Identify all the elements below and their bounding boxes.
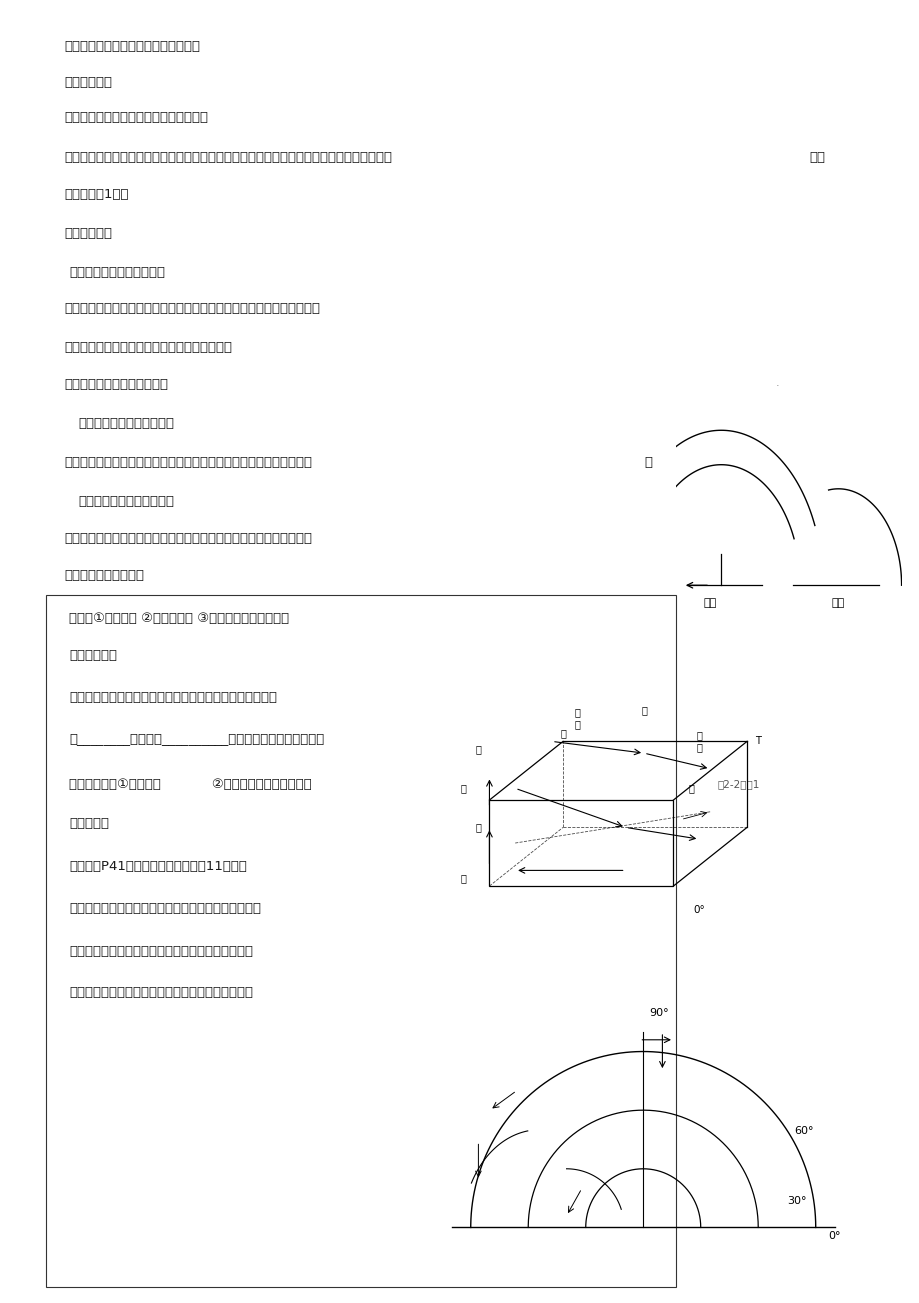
- Text: 赤道地区空气上升，两极地区空气卜沉，冷热不均产生了赤: 赤道地区空气上升，两极地区空气卜沉，冷热不均产生了赤: [69, 691, 277, 704]
- Text: 卜道: 卜道: [831, 598, 845, 609]
- Text: （一）预习检查、总结疑感: （一）预习检查、总结疑感: [69, 266, 165, 279]
- Text: １．学生的学习准备：预习本课时的内容: １．学生的学习准备：预习本课时的内容: [64, 111, 209, 124]
- Text: 南: 南: [560, 728, 565, 739]
- Text: １．看书明确大气环流的概念。大气环流是指地球上　、的大气运动。: １．看书明确大气环流的概念。大气环流是指地球上 、的大气运动。: [64, 532, 312, 545]
- Text: 挪威森林大面积遭受酸雨危害，却将英国告上法庭。你认为是否有道理: 挪威森林大面积遭受酸雨危害，却将英国告上法庭。你认为是否有道理: [64, 456, 312, 469]
- Text: 小结：副热带一气压带和副极地一气压带在地球自转的: 小结：副热带一气压带和副极地一气压带在地球自转的: [69, 902, 261, 915]
- Text: 六、课前准备: 六、课前准备: [64, 76, 112, 89]
- Text: 0°: 0°: [693, 906, 704, 916]
- Text: ·: ·: [775, 380, 778, 391]
- Text: 90°: 90°: [648, 1009, 667, 1019]
- Text: 图2-2　正1: 图2-2 正1: [717, 779, 759, 790]
- Text: 高: 高: [460, 783, 466, 794]
- Text: 西
风: 西 风: [574, 708, 580, 728]
- Text: 位置不移动）: 位置不移动）: [69, 649, 117, 662]
- Text: 假设：①地表均一 ②地球不自传 ③太阳直射赤道（直射点: 假设：①地表均一 ②地球不自传 ③太阳直射赤道（直射点: [69, 612, 289, 625]
- Text: 流卜沉，降水较少；低压控制下由于气流上升，降水: 流卜沉，降水较少；低压控制下由于气流上升，降水: [69, 986, 253, 999]
- Text: 置小移动）: 置小移动）: [69, 817, 108, 830]
- Text: 高: 高: [688, 783, 694, 794]
- Text: 30°: 30°: [786, 1196, 805, 1207]
- Text: ２．大气环流的形成：: ２．大气环流的形成：: [64, 569, 144, 582]
- Text: 条件卜产生，故为动力因素所致。高压控制下由于气: 条件卜产生，故为动力因素所致。高压控制下由于气: [69, 945, 253, 958]
- Text: 风: 风: [475, 744, 481, 754]
- Text: ２．教师的教学准备：多媒体课件制作，课前预习学案，课内探究学案，课后延伸拓展学案。: ２．教师的教学准备：多媒体课件制作，课前预习学案，课内探究学案，课后延伸拓展学案…: [64, 151, 392, 164]
- Text: 问：大气环流的意义是什么？: 问：大气环流的意义是什么？: [64, 378, 168, 391]
- Text: （二）情景导入、展示目标: （二）情景导入、展示目标: [78, 417, 174, 430]
- Text: 受热: 受热: [703, 598, 716, 609]
- Text: 总结、当堂检测一发导学案、布置预习: 总结、当堂检测一发导学案、布置预习: [64, 40, 200, 53]
- Text: ？: ？: [643, 456, 652, 469]
- Text: 课时安排：1课时: 课时安排：1课时: [64, 188, 129, 201]
- Text: 八、教学过程: 八、教学过程: [64, 227, 112, 240]
- Text: 南: 南: [475, 822, 481, 833]
- Text: 七、: 七、: [809, 151, 824, 164]
- Text: T: T: [754, 736, 760, 747]
- Text: 东
北: 东 北: [696, 731, 701, 752]
- Text: 低: 低: [460, 873, 466, 883]
- Bar: [46, 595, 675, 1287]
- Text: 检查落实了学生的预习情况并了解了学生的疑惑，使教学具有了针对性。: 检查落实了学生的预习情况并了解了学生的疑惑，使教学具有了针对性。: [64, 302, 320, 315]
- Text: 阅读教材P41内容，结合图２－２－11思考：: 阅读教材P41内容，结合图２－２－11思考：: [69, 860, 246, 873]
- Text: 0°: 0°: [828, 1231, 840, 1242]
- Text: 问：什么叫大气环流？大气环流的形式有哪些？: 问：什么叫大气环流？大气环流的形式有哪些？: [64, 341, 233, 354]
- Text: 西: 西: [641, 705, 646, 715]
- Text: （三）合作探究、精讲点拨: （三）合作探究、精讲点拨: [78, 495, 174, 508]
- Text: 第二步假设：①地表均一            ②太阳直射赤道（直射点位: 第二步假设：①地表均一 ②太阳直射赤道（直射点位: [69, 778, 312, 791]
- Text: 60°: 60°: [794, 1126, 813, 1136]
- Text: 道________带和极地__________带，成因为热力因素所致。: 道________带和极地__________带，成因为热力因素所致。: [69, 732, 323, 745]
